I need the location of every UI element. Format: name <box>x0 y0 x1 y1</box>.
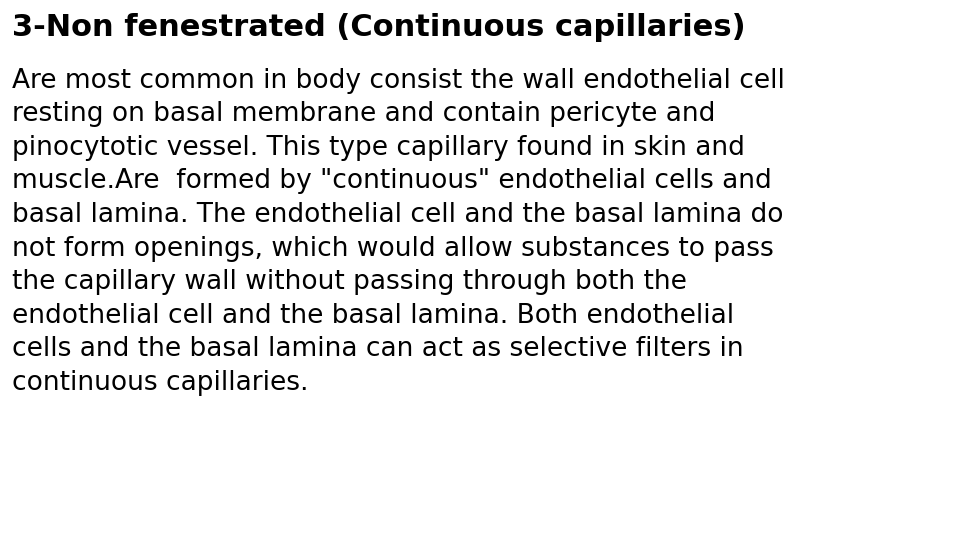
Text: 3-Non fenestrated (Continuous capillaries): 3-Non fenestrated (Continuous capillarie… <box>12 14 745 43</box>
Text: Are most common in body consist the wall endothelial cell
resting on basal membr: Are most common in body consist the wall… <box>12 68 784 396</box>
